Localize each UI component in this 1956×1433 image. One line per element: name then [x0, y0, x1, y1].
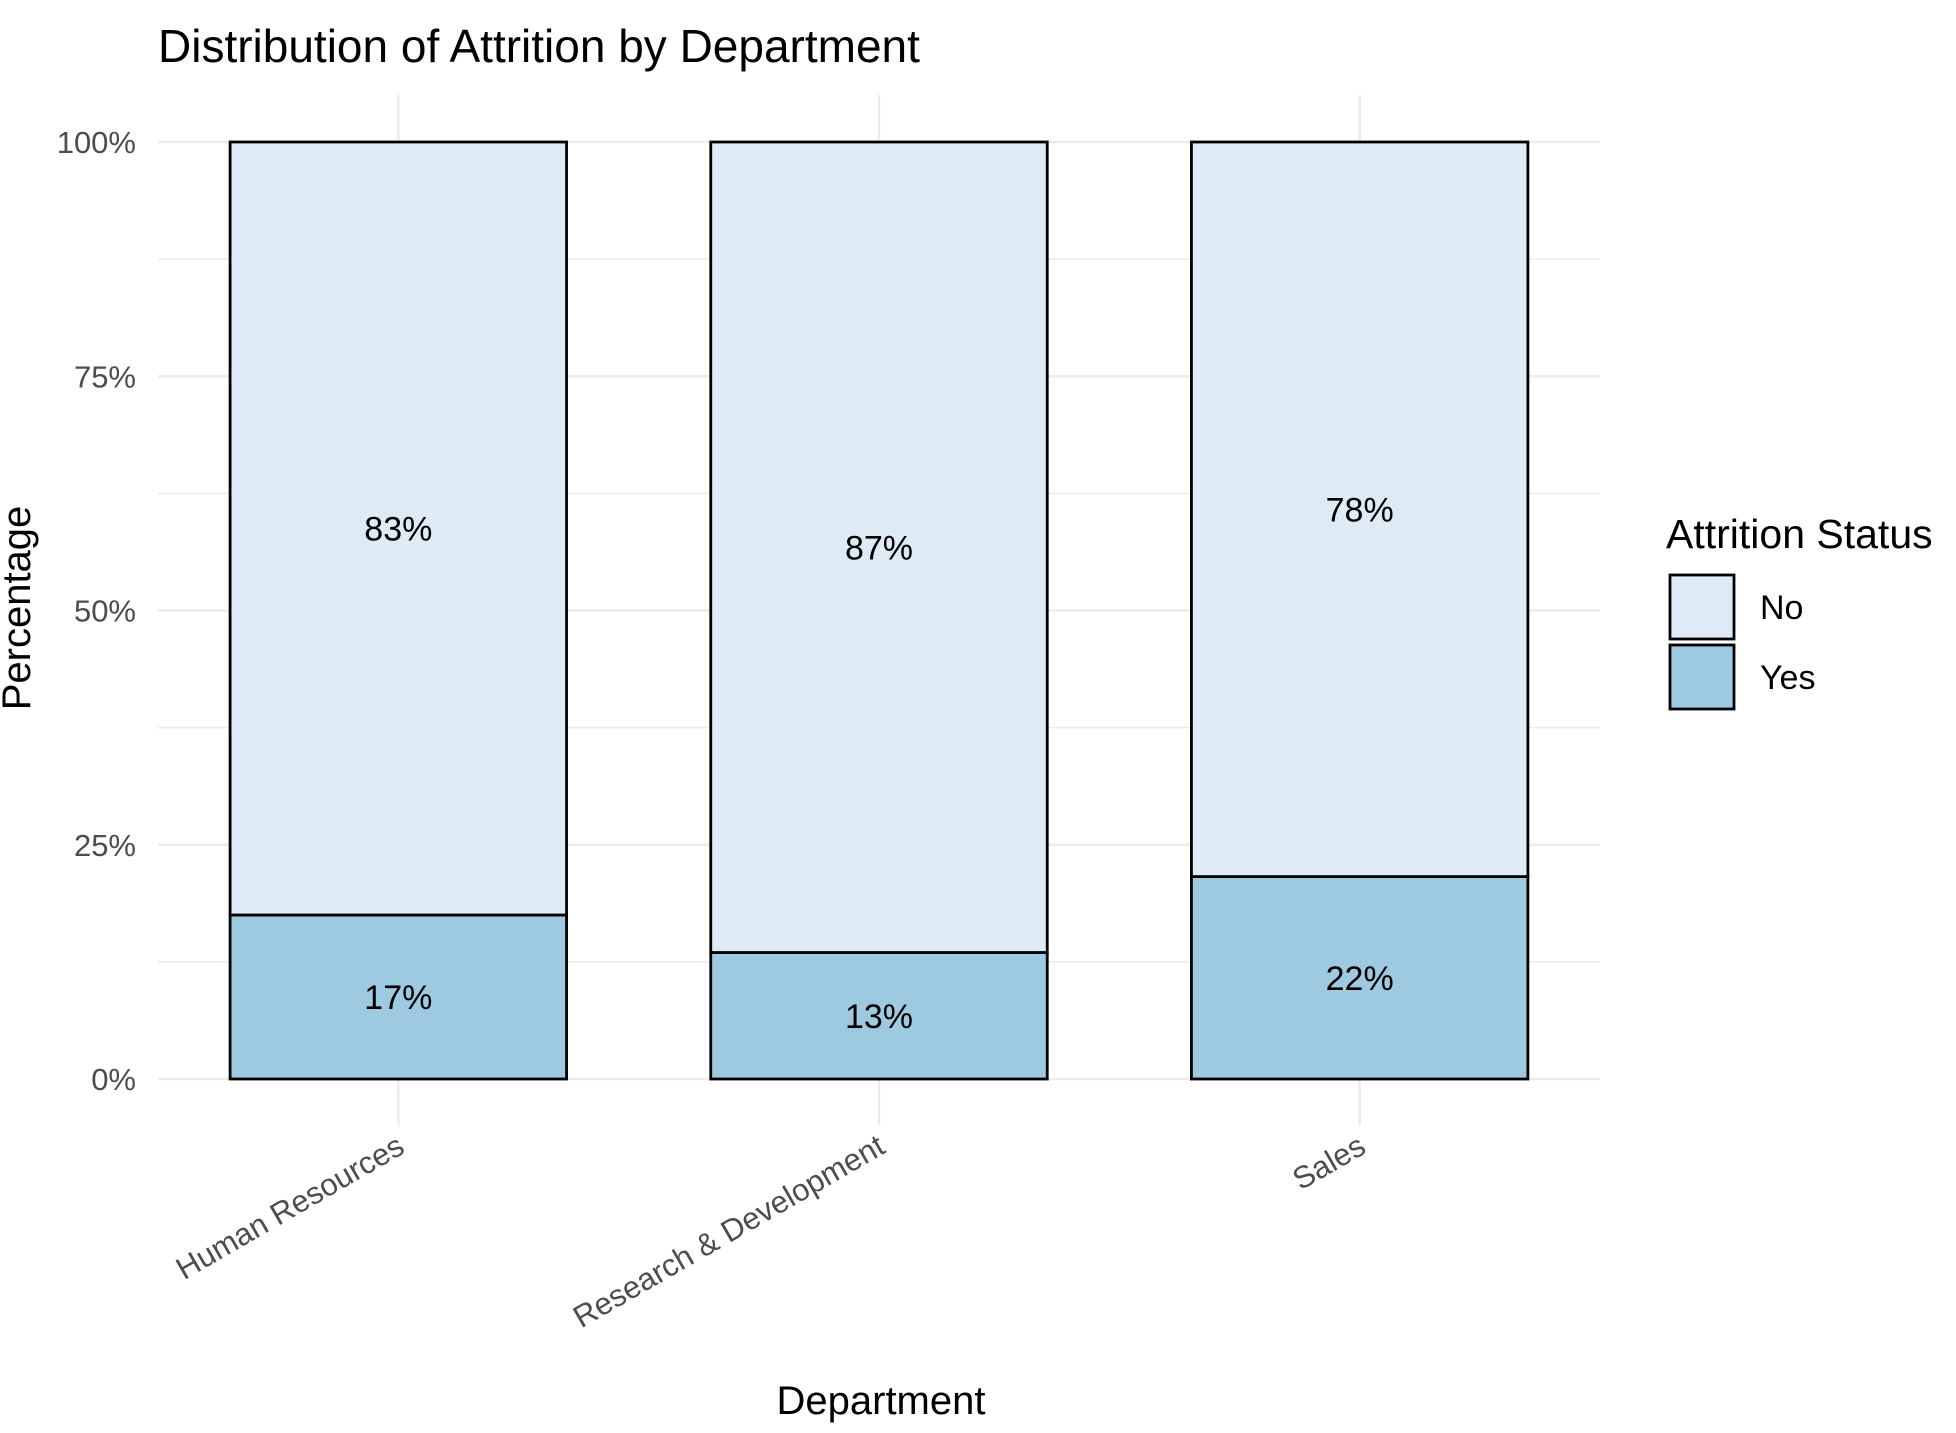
- y-tick-label: 50%: [74, 594, 136, 629]
- bar-value-label: 17%: [364, 979, 432, 1017]
- y-axis: 0% 25% 50% 75% 100%: [57, 125, 136, 1097]
- y-tick-label: 100%: [57, 125, 136, 160]
- y-tick-label: 0%: [91, 1062, 136, 1097]
- legend-label: No: [1760, 589, 1803, 627]
- x-axis-title: Department: [777, 1379, 986, 1423]
- legend-key-yes: [1668, 643, 1736, 711]
- y-tick-label: 75%: [74, 359, 136, 394]
- bar-segment-no: [228, 140, 568, 917]
- legend: Attrition Status No Yes: [1666, 511, 1933, 711]
- bar-segment-no: [1190, 140, 1530, 879]
- bar-value-label: 22%: [1326, 960, 1394, 998]
- x-tick-label: Sales: [1287, 1128, 1372, 1197]
- legend-label: Yes: [1760, 659, 1815, 697]
- x-axis: Human Resources Research & Development Sal…: [170, 1128, 1371, 1335]
- bar-labels: 17% 83% 13% 87% 22% 78%: [364, 491, 1393, 1035]
- bar-value-label: 87%: [845, 529, 913, 567]
- bar-segment-no: [709, 140, 1049, 954]
- x-tick-label: Human Resources: [170, 1128, 410, 1287]
- bars: [228, 140, 1530, 1081]
- bar-segment-yes: [1190, 875, 1530, 1081]
- bar-value-label: 83%: [364, 511, 432, 549]
- y-axis-title: Percentage: [0, 506, 39, 711]
- bar-segment-yes: [228, 913, 568, 1081]
- bar-value-label: 78%: [1326, 491, 1394, 529]
- y-tick-label: 25%: [74, 828, 136, 863]
- legend-key-no: [1668, 573, 1736, 641]
- bar-value-label: 13%: [845, 998, 913, 1036]
- legend-items: No Yes: [1668, 573, 1815, 711]
- x-tick-label: Research & Development: [567, 1128, 891, 1335]
- chart-title: Distribution of Attrition by Department: [158, 20, 920, 72]
- legend-title: Attrition Status: [1666, 511, 1933, 557]
